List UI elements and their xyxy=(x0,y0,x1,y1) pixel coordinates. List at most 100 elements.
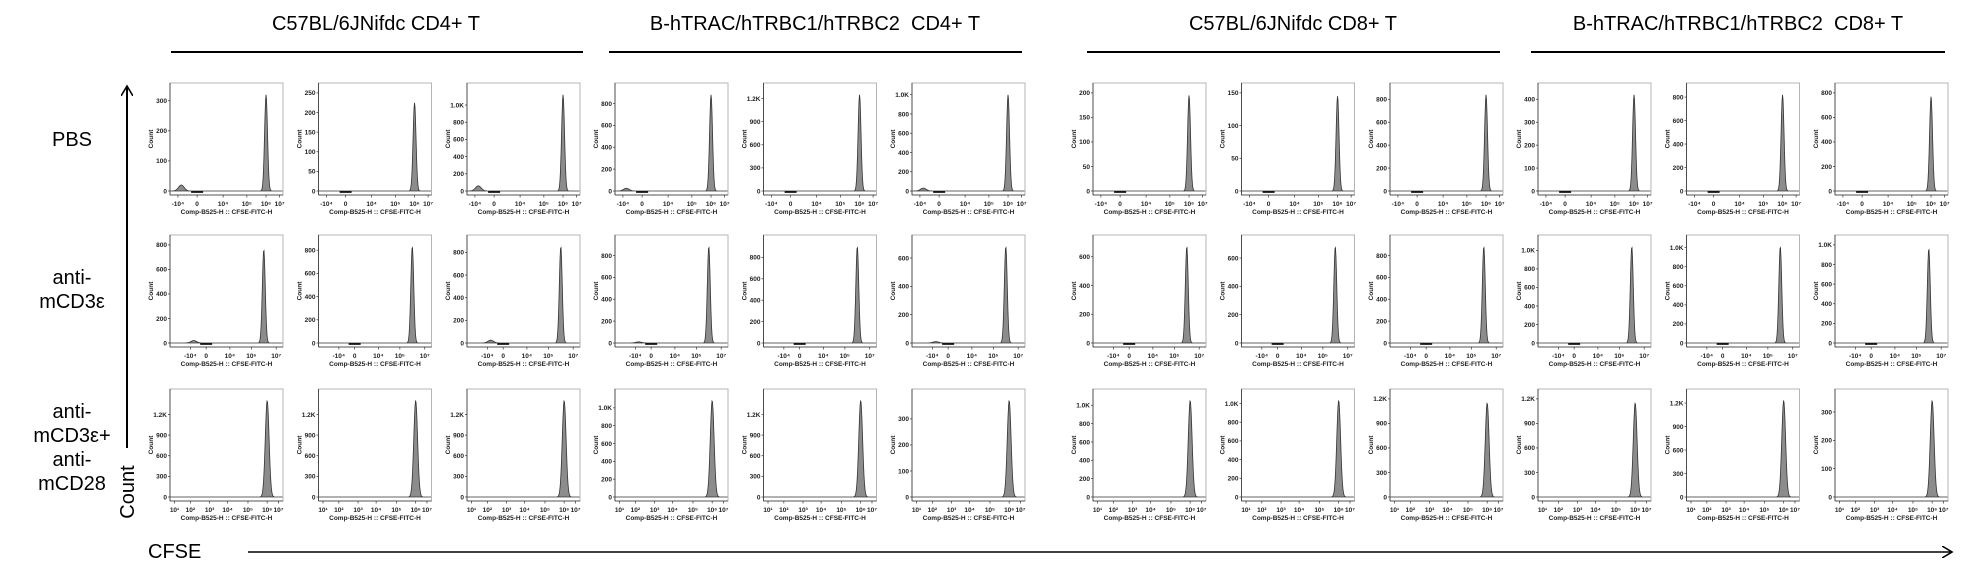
panel-x-label: Comp-B525-H :: CFSE-FITC-H xyxy=(1252,515,1344,522)
x-tick-label: 10⁷ xyxy=(271,353,281,360)
panel-x-label: Comp-B525-H :: CFSE-FITC-H xyxy=(1846,361,1938,368)
y-tick-label: 0 xyxy=(757,188,761,195)
x-tick-label: 10⁷ xyxy=(1345,507,1355,514)
y-tick-label: 400 xyxy=(1821,301,1832,308)
x-tick-label: 10⁶ xyxy=(261,201,271,208)
x-tick-label: 10³ xyxy=(1870,507,1880,514)
panel-x-label: Comp-B525-H :: CFSE-FITC-H xyxy=(923,361,1015,368)
svg-text:mCD3ε+: mCD3ε+ xyxy=(33,425,110,447)
x-tick-label: 10⁴ xyxy=(1296,353,1306,360)
histogram-curve xyxy=(467,94,580,192)
svg-text:mCD28: mCD28 xyxy=(38,473,106,495)
x-tick-label: 10⁴ xyxy=(1590,507,1600,514)
y-tick-label: 600 xyxy=(1821,281,1832,288)
y-tick-label: 1.2K xyxy=(1521,396,1535,403)
x-tick-label: 10⁴ xyxy=(816,507,826,514)
panel-y-label: Count xyxy=(1665,435,1672,455)
panel-y-label: Count xyxy=(1516,281,1523,301)
x-tick-label: 10² xyxy=(186,507,196,514)
y-tick-label: 400 xyxy=(1079,283,1090,290)
x-tick-label: 10⁵ xyxy=(688,507,698,514)
x-tick-label: 10¹ xyxy=(1241,507,1250,514)
x-tick-label: -10⁴ xyxy=(1392,201,1405,208)
panel-x-label: Comp-B525-H :: CFSE-FITC-H xyxy=(1104,209,1196,216)
x-tick-label: 10⁴ xyxy=(519,507,529,514)
histogram-panel: 0 100 200 300 400 -10⁴ 0 10⁴ 10⁵ 10⁶ 10⁷ Count Comp-… xyxy=(1516,82,1653,216)
panel-x-label: Comp-B525-H :: CFSE-FITC-H xyxy=(1697,209,1789,216)
histogram-panel: 0 200 400 600 800 1.0K -10⁴ 0 10⁴ 10⁵ 10⁷ Count Comp… xyxy=(1516,234,1652,368)
x-tick-label: 10⁵ xyxy=(243,507,253,514)
histogram-curve xyxy=(467,399,580,498)
y-tick-label: 1.2K xyxy=(1670,400,1684,407)
y-tick-label: 600 xyxy=(601,275,612,282)
x-tick-label: 10⁴ xyxy=(1442,507,1452,514)
x-tick-label: 0 xyxy=(1424,353,1428,360)
histogram-panel: 0 300 600 900 1.2K -10⁴ 0 10⁴ 10⁵ 10⁶ 10⁷ Count Comp… xyxy=(742,82,878,216)
x-tick-label: 10² xyxy=(334,507,344,514)
x-tick-label: 10⁷ xyxy=(867,507,877,514)
panel-x-label: Comp-B525-H :: CFSE-FITC-H xyxy=(1401,515,1493,522)
y-tick-label: 300 xyxy=(1821,409,1832,416)
panel-x-label: Comp-B525-H :: CFSE-FITC-H xyxy=(774,515,866,522)
panel-y-label: Count xyxy=(593,435,600,455)
y-tick-label: 900 xyxy=(1524,421,1535,428)
x-tick-label: 10⁷ xyxy=(275,201,285,208)
y-tick-label: 600 xyxy=(156,267,167,274)
x-tick-label: -10⁴ xyxy=(914,201,927,208)
x-tick-label: 0 xyxy=(1127,353,1131,360)
y-tick-label: 0 xyxy=(460,340,464,347)
panel-y-label: Count xyxy=(148,129,155,149)
x-tick-label: 10⁵ xyxy=(1314,507,1324,514)
y-tick-label: 300 xyxy=(453,474,464,481)
y-tick-label: 1.0K xyxy=(450,102,464,109)
y-tick-label: 400 xyxy=(750,298,761,305)
histogram-panel: 0 200 400 600 800 -10⁴ 0 10⁴ 10⁵ 10⁷ Count Comp-B52… xyxy=(297,234,432,368)
x-tick-label: 0 xyxy=(1712,201,1716,208)
histogram-curve xyxy=(1686,399,1800,498)
y-tick-label: 400 xyxy=(1228,284,1239,291)
x-tick-label: -10⁴ xyxy=(333,353,346,360)
x-tick-label: 10⁶ xyxy=(1629,201,1639,208)
x-tick-label: 10⁶ xyxy=(1334,507,1344,514)
y-tick-label: 600 xyxy=(453,272,464,279)
x-tick-label: 10⁴ xyxy=(1145,507,1155,514)
histogram-curve xyxy=(170,94,283,192)
panel-x-label: Comp-B525-H :: CFSE-FITC-H xyxy=(181,361,273,368)
x-tick-label: 10⁷ xyxy=(716,353,726,360)
y-tick-label: 300 xyxy=(750,474,761,481)
y-tick-label: 600 xyxy=(1376,120,1387,127)
x-tick-label: 10⁶ xyxy=(1184,201,1194,208)
x-tick-label: -10⁴ xyxy=(1256,353,1269,360)
x-tick-label: 10⁶ xyxy=(1927,507,1937,514)
x-tick-label: 10² xyxy=(631,507,641,514)
row-label-anti-mcd3e: anti- mCD3ε xyxy=(39,267,105,313)
y-tick-label: 600 xyxy=(1673,283,1684,290)
y-tick-label: 0 xyxy=(163,188,167,195)
panel-x-label: Comp-B525-H :: CFSE-FITC-H xyxy=(329,209,421,216)
panel-x-label: Comp-B525-H :: CFSE-FITC-H xyxy=(1252,209,1344,216)
x-tick-label: 10⁵ xyxy=(395,353,405,360)
y-tick-label: 400 xyxy=(1673,302,1684,309)
panel-y-label: Count xyxy=(1813,129,1820,149)
column-group-header: C57BL/6JNifdc CD4+ T xyxy=(272,13,480,35)
x-tick-label: 10⁷ xyxy=(1491,353,1501,360)
panel-x-label: Comp-B525-H :: CFSE-FITC-H xyxy=(478,209,570,216)
y-tick-label: 200 xyxy=(1821,321,1832,328)
histogram-curve xyxy=(1686,94,1800,192)
x-tick-label: 10⁴ xyxy=(967,353,977,360)
panel-x-label: Comp-B525-H :: CFSE-FITC-H xyxy=(478,515,570,522)
panel-x-label: Comp-B525-H :: CFSE-FITC-H xyxy=(626,515,718,522)
histogram-curve xyxy=(1093,95,1206,192)
y-tick-label: 1.0K xyxy=(598,405,612,412)
x-tick-label: 10⁵ xyxy=(1466,353,1476,360)
panel-y-label: Count xyxy=(445,281,452,301)
y-tick-label: 900 xyxy=(750,432,761,439)
y-tick-label: 200 xyxy=(1673,165,1684,172)
y-tick-label: 0 xyxy=(1235,494,1239,501)
y-tick-label: 200 xyxy=(750,319,761,326)
svg-text:anti-: anti- xyxy=(53,401,92,423)
histogram-curve xyxy=(912,399,1025,498)
x-tick-label: 10² xyxy=(1109,507,1119,514)
x-tick-label: 10⁴ xyxy=(1148,353,1158,360)
svg-text:PBS: PBS xyxy=(52,129,92,151)
